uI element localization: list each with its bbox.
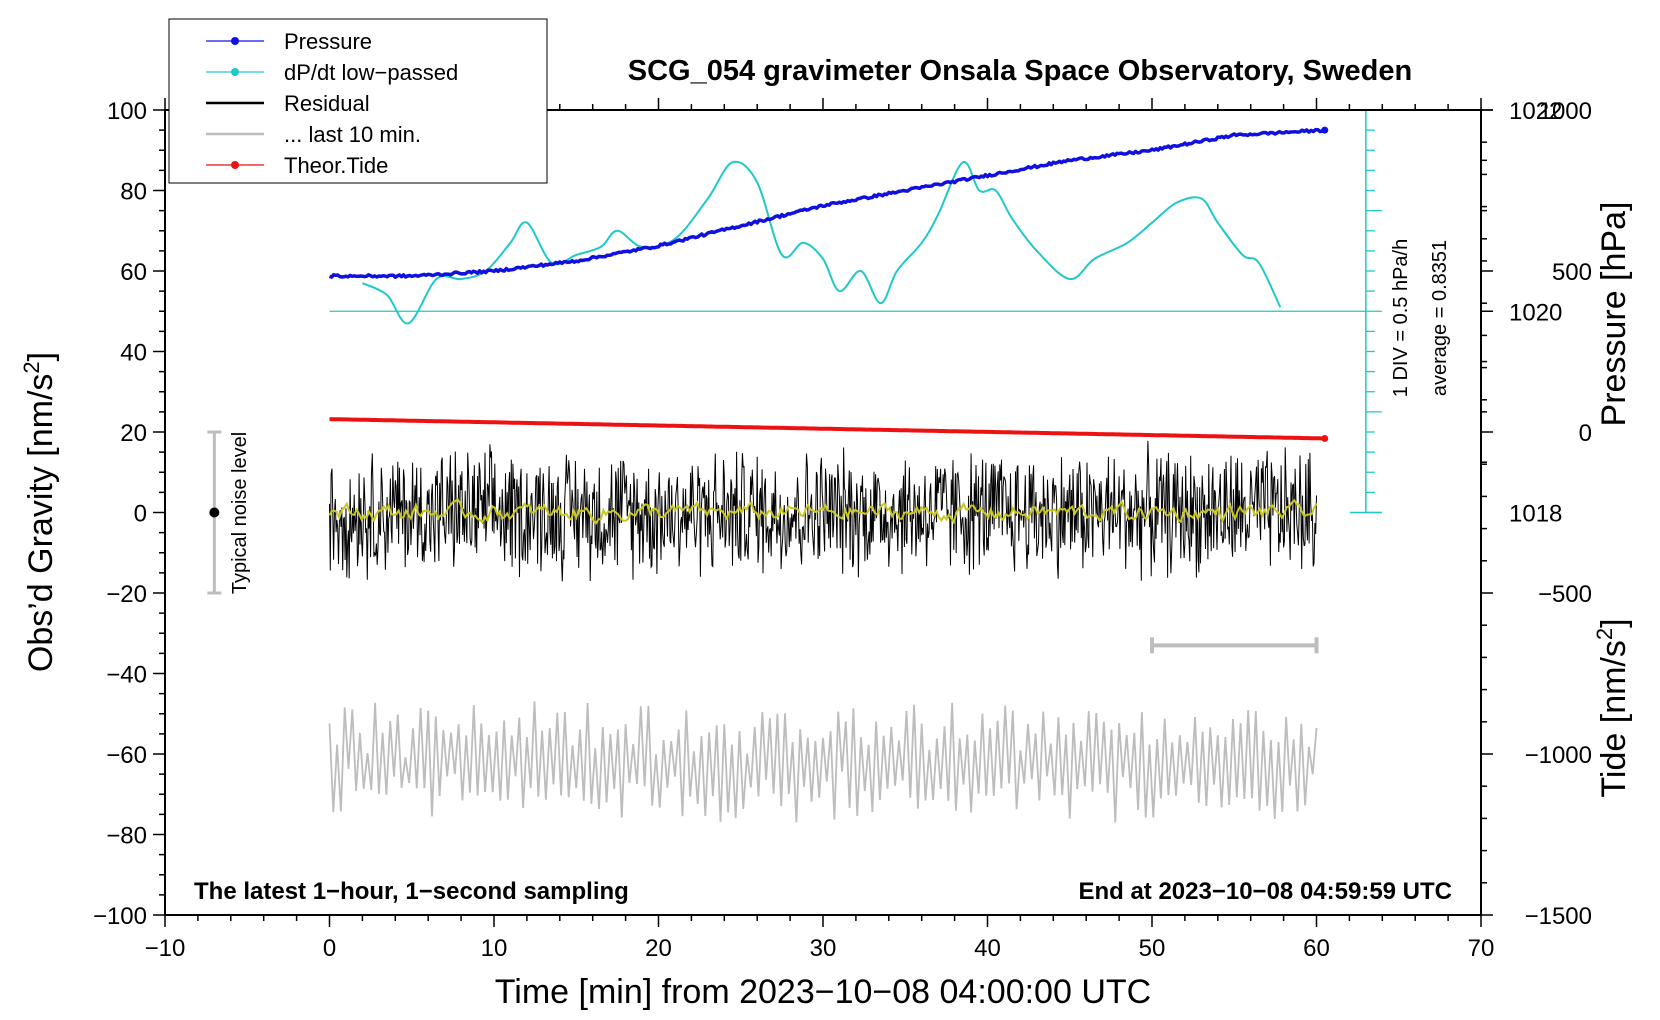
y-axis-title-left-sup: 2: [19, 361, 44, 373]
dpdt-scale-label: 1 DIV = 0.5 hPa/h: [1390, 239, 1412, 397]
legend-label: Theor.Tide: [284, 153, 388, 178]
y-tick-label-left: 20: [120, 420, 147, 447]
tide-tick-label: −1000: [1525, 742, 1592, 769]
y-tick-label-left: −100: [93, 903, 147, 930]
legend-label: ... last 10 min.: [284, 122, 421, 147]
data-layer: [207, 109, 1382, 823]
y-tick-label-left: −80: [106, 823, 147, 850]
tide-axis-title: Tide [nm/s2]: [1592, 618, 1633, 797]
tick-layer: −10 0 10 20 30 40 50 60 70100806040200−20−40−60−…: [93, 98, 1592, 962]
legend-label: Residual: [284, 91, 370, 116]
pressure-axis-title: Pressure [hPa]: [1595, 202, 1633, 427]
annotation-bottom-left: The latest 1−hour, 1−second sampling: [194, 878, 629, 905]
legend-marker: [231, 161, 239, 169]
y-tick-label-left: 40: [120, 340, 147, 367]
legend-box: [168, 18, 548, 184]
x-tick-label: 50: [1139, 935, 1166, 962]
y-tick-label-left: 100: [107, 98, 147, 125]
legend-marker: [231, 37, 239, 45]
chart-title: SCG_054 gravimeter Onsala Space Observat…: [628, 55, 1412, 87]
annotation-bottom-right: End at 2023−10−08 04:59:59 UTC: [1078, 878, 1452, 905]
x-tick-label: 10: [481, 935, 508, 962]
tide-series-line: [329, 417, 1325, 441]
last10-series-line: [328, 701, 1318, 823]
y-tick-label-left: 0: [134, 501, 147, 528]
pressure-tick-label: 1018: [1509, 501, 1562, 528]
tide-tick-label: 1000: [1539, 98, 1592, 125]
legend-label: Pressure: [284, 29, 372, 54]
legend-marker: [231, 68, 239, 76]
tide-tick-label: −1500: [1525, 903, 1592, 930]
x-tick-label: −10: [145, 935, 186, 962]
y-tick-label-left: −20: [106, 581, 147, 608]
tide-axis-title-end: ]: [1595, 618, 1633, 627]
dpdt-series-line: [361, 160, 1282, 325]
noise-level-label: Typical noise level: [229, 432, 251, 594]
y-axis-title-left-main: Obs’d Gravity [nm/s: [22, 374, 60, 673]
x-tick-label: 60: [1303, 935, 1330, 962]
pressure-tick-label: 1020: [1509, 299, 1562, 326]
y-axis-title-left: Obs’d Gravity [nm/s2]: [19, 352, 60, 672]
x-tick-label: 40: [974, 935, 1001, 962]
legend: Pressure dP/dt low−passed Residual ... last…: [168, 18, 548, 184]
y-axis-title-left-end: ]: [22, 352, 60, 361]
legend-label: dP/dt low−passed: [284, 60, 458, 85]
x-tick-label: 20: [645, 935, 672, 962]
noise-level-center-dot: [209, 507, 220, 518]
pressure-series-end-marker: [1321, 126, 1329, 134]
y-tick-label-left: −60: [106, 742, 147, 769]
tide-series-end-marker: [1321, 434, 1329, 442]
tide-tick-label: −500: [1538, 581, 1592, 608]
pressure-tick-label: 1022: [1509, 98, 1562, 125]
y-tick-label-left: 60: [120, 259, 147, 286]
y-tick-label-left: 80: [120, 179, 147, 206]
x-axis-title: Time [min] from 2023−10−08 04:00:00 UTC: [495, 973, 1151, 1011]
x-tick-label: 70: [1468, 935, 1495, 962]
dpdt-average-label: average = 0.8351: [1429, 240, 1451, 396]
x-tick-label: 0: [323, 935, 336, 962]
tide-axis-title-sup: 2: [1592, 628, 1617, 640]
legend-items: Pressure dP/dt low−passed Residual ... last…: [206, 29, 458, 178]
tide-tick-label: 500: [1552, 259, 1592, 286]
x-tick-label: 30: [810, 935, 837, 962]
residual-smoothed-line: [328, 497, 1318, 525]
y-tick-label-left: −40: [106, 662, 147, 689]
pressure-series-line: [328, 127, 1326, 279]
tide-tick-label: 0: [1579, 420, 1592, 447]
tide-axis-title-main: Tide [nm/s: [1595, 640, 1633, 797]
